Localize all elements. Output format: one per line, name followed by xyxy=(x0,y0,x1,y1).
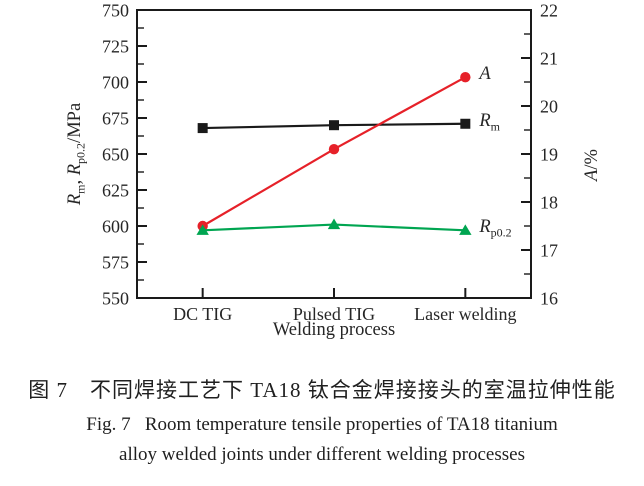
right-tick-label: 22 xyxy=(540,1,558,21)
left-tick-label: 725 xyxy=(102,37,129,57)
caption-english-line1: Fig. 7 Room temperature tensile properti… xyxy=(86,414,558,435)
marker-triangle xyxy=(459,224,472,235)
series-label-rm: Rm xyxy=(479,110,500,134)
caption-english-line2: alloy welded joints under different weld… xyxy=(119,444,525,465)
marker-circle xyxy=(328,144,340,155)
x-axis-title: Welding process xyxy=(272,320,396,340)
marker-triangle xyxy=(327,218,341,230)
x-category-label: DC TIG xyxy=(173,304,232,324)
marker-square xyxy=(460,118,471,129)
marker-square xyxy=(197,123,208,134)
series-label-a: A xyxy=(479,64,491,85)
tensile-properties-chart: 550 575 600 625 650 675 700 725 750 16 17 18 19 20 21 2… xyxy=(65,1,602,341)
right-tick-label: 16 xyxy=(540,289,558,309)
figure-caption: 图 7 不同焊接工艺下 TA18 钛合金焊接接头的室温拉伸性能 Fig. 7 R… xyxy=(0,374,644,466)
x-category-label: Pulsed TIG xyxy=(293,304,375,324)
caption-chinese: 图 7 不同焊接工艺下 TA18 钛合金焊接接头的室温拉伸性能 xyxy=(28,378,616,402)
right-tick-label: 20 xyxy=(540,97,558,117)
plot-frame xyxy=(136,9,532,299)
right-tick-label: 18 xyxy=(540,193,558,213)
chart-canvas: 550 575 600 625 650 675 700 725 750 16 17 18 19 20 21 2… xyxy=(102,1,558,325)
left-tick-label: 575 xyxy=(102,253,129,273)
left-tick-label: 750 xyxy=(102,1,129,21)
left-tick-label: 550 xyxy=(102,289,129,309)
left-axis-symbol-rm: R xyxy=(65,193,85,206)
series-label-rp02: Rp0.2 xyxy=(479,217,512,240)
left-tick-label: 675 xyxy=(102,109,129,129)
left-tick-label: 700 xyxy=(102,73,129,93)
right-axis-title: A/% xyxy=(582,149,602,181)
left-tick-label: 600 xyxy=(102,217,129,237)
left-axis-title: Rm, Rp0.2/MPa xyxy=(65,102,88,206)
left-tick-label: 625 xyxy=(102,181,129,201)
right-tick-label: 17 xyxy=(540,241,558,261)
right-tick-label: 19 xyxy=(540,145,558,165)
x-category-label: Laser welding xyxy=(414,304,516,324)
left-axis-symbol-rp02: R xyxy=(65,163,85,176)
marker-square xyxy=(329,120,339,131)
right-tick-label: 21 xyxy=(540,49,558,69)
marker-triangle xyxy=(196,224,209,235)
marker-circle xyxy=(460,72,471,83)
left-tick-label: 650 xyxy=(102,145,129,165)
right-axis-symbol-a: A xyxy=(582,169,602,181)
